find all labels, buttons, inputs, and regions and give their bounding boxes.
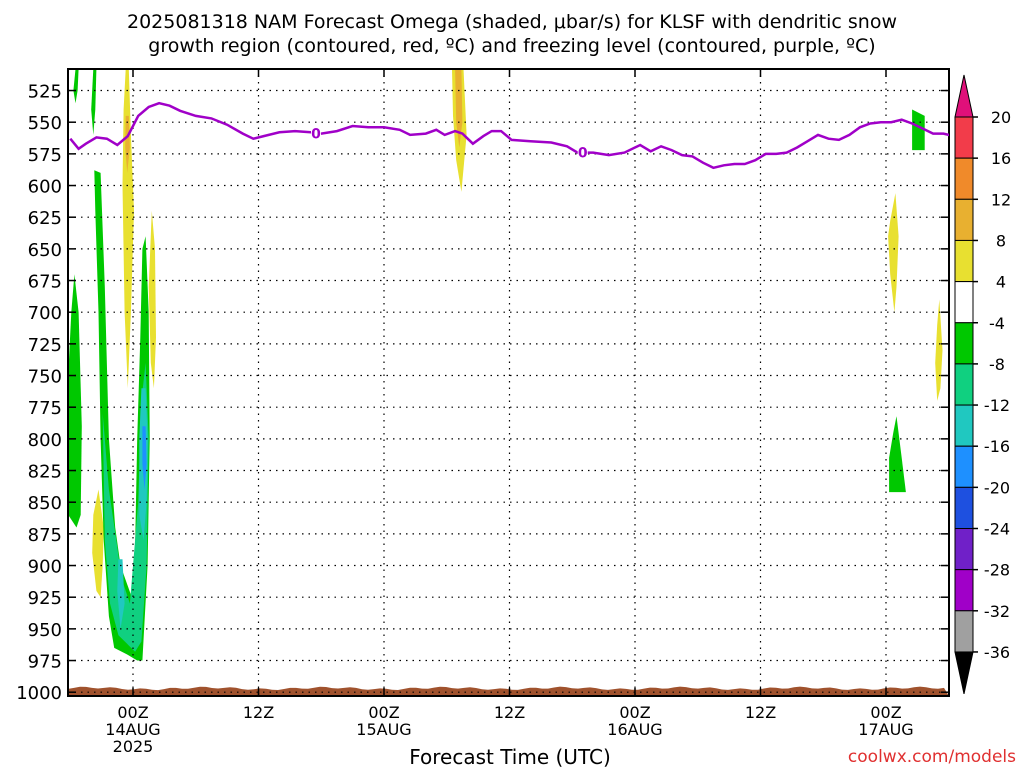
y-tick-label: 975 bbox=[28, 652, 62, 673]
omega-region-11 bbox=[148, 210, 156, 389]
colorbar-bin bbox=[954, 569, 974, 612]
x-tick-label: 17AUG bbox=[858, 720, 913, 739]
x-tick-label: 00Z bbox=[619, 703, 650, 722]
colorbar-label: -24 bbox=[984, 520, 1010, 539]
y-tick-label: 900 bbox=[28, 557, 62, 578]
y-tick-label: 800 bbox=[28, 430, 62, 451]
chart-title-line-2: growth region (contoured, red, ºC) and f… bbox=[148, 35, 875, 57]
y-tick-label: 575 bbox=[28, 145, 62, 166]
y-tick-label: 625 bbox=[28, 208, 62, 229]
colorbar-bin bbox=[954, 363, 974, 406]
omega-region-10 bbox=[125, 115, 130, 173]
chart-title-line-1: 2025081318 NAM Forecast Omega (shaded, μ… bbox=[127, 11, 897, 33]
omega-region-16 bbox=[935, 299, 943, 401]
x-tick-label: 00Z bbox=[117, 703, 148, 722]
x-tick-label: 12Z bbox=[243, 703, 274, 722]
colorbar-bin bbox=[954, 528, 974, 571]
colorbar-label: 4 bbox=[996, 273, 1006, 292]
colorbar-bin bbox=[954, 281, 974, 324]
omega-region-17 bbox=[889, 416, 906, 493]
omega-region-7 bbox=[117, 559, 125, 629]
x-axis-label: Forecast Time (UTC) bbox=[409, 745, 611, 768]
omega-region-13 bbox=[455, 69, 463, 148]
colorbar-bin bbox=[954, 322, 974, 365]
y-tick-label: 600 bbox=[28, 177, 62, 198]
colorbar-label: -32 bbox=[984, 602, 1010, 621]
colorbar-bin bbox=[954, 486, 974, 530]
omega-region-1 bbox=[91, 69, 97, 135]
grid-lines bbox=[68, 69, 949, 696]
watermark: coolwx.com/models bbox=[848, 747, 1016, 767]
colorbar: 20 16 12 8 4 -4 -8 -12 -16 -20 -24 -28 -32 -36 bbox=[954, 74, 1011, 695]
colorbar-label: 12 bbox=[991, 190, 1011, 209]
colorbar-bin bbox=[954, 239, 974, 283]
x-tick-label: 00Z bbox=[368, 703, 399, 722]
colorbar-bin bbox=[954, 610, 974, 653]
surface-band bbox=[68, 686, 949, 696]
y-tick-label: 925 bbox=[28, 588, 62, 609]
colorbar-label: -20 bbox=[984, 478, 1010, 497]
y-tick-label: 650 bbox=[28, 240, 62, 261]
freezing-level-label-bg bbox=[577, 144, 588, 159]
freezing-level-layer: 00 bbox=[69, 101, 949, 170]
y-tick-label: 1000 bbox=[16, 683, 62, 704]
omega-region-2 bbox=[68, 274, 82, 528]
omega-region-15 bbox=[888, 193, 899, 313]
omega-shading bbox=[68, 69, 949, 696]
x-tick-label: 16AUG bbox=[607, 720, 662, 739]
colorbar-label: 20 bbox=[991, 108, 1011, 127]
colorbar-label: 16 bbox=[991, 149, 1011, 168]
plot-area bbox=[67, 68, 950, 697]
colorbar-label: -16 bbox=[984, 437, 1010, 456]
freezing-level-label: 0 bbox=[311, 127, 321, 143]
colorbar-bin bbox=[954, 198, 974, 241]
freezing-level-label: 0 bbox=[578, 146, 588, 162]
x-tick-label: 15AUG bbox=[356, 720, 411, 739]
colorbar-label: 8 bbox=[996, 231, 1006, 250]
y-tick-label: 750 bbox=[28, 367, 62, 388]
omega-region-5 bbox=[102, 362, 149, 652]
plot-frame bbox=[67, 68, 950, 697]
colorbar-bottom-arrow bbox=[954, 651, 974, 695]
y-tick-label: 725 bbox=[28, 335, 62, 356]
colorbar-top-arrow bbox=[954, 74, 974, 118]
y-tick-label: 825 bbox=[28, 462, 62, 483]
colorbar-label: -4 bbox=[989, 314, 1005, 333]
colorbar-label: -36 bbox=[984, 643, 1010, 662]
omega-region-3 bbox=[92, 489, 104, 598]
x-tick-label: 12Z bbox=[745, 703, 776, 722]
colorbar-bin bbox=[954, 445, 974, 488]
colorbar-label: -28 bbox=[984, 561, 1010, 580]
y-axis: 525 550 575 600 625 650 675 700 725 750 775 800 825 8… bbox=[16, 82, 949, 704]
y-tick-label: 775 bbox=[28, 398, 62, 419]
x-tick-label: 12Z bbox=[494, 703, 525, 722]
colorbar-bin bbox=[954, 116, 974, 159]
x-tick-label: 00Z bbox=[870, 703, 901, 722]
x-tick-label: 2025 bbox=[113, 737, 154, 756]
x-tick-label: 14AUG bbox=[105, 720, 160, 739]
y-tick-label: 675 bbox=[28, 272, 62, 293]
y-tick-label: 950 bbox=[28, 620, 62, 641]
freezing-level-label-bg bbox=[311, 125, 322, 140]
freezing-level-group: 00 bbox=[69, 101, 949, 170]
y-tick-label: 875 bbox=[28, 525, 62, 546]
omega-region-14 bbox=[912, 109, 925, 151]
y-tick-label: 700 bbox=[28, 303, 62, 324]
colorbar-label: -8 bbox=[989, 355, 1005, 374]
colorbar-label: -12 bbox=[984, 396, 1010, 415]
colorbar-bin bbox=[954, 157, 974, 200]
omega-region-0 bbox=[73, 69, 79, 104]
colorbar-bin bbox=[954, 404, 974, 447]
y-tick-label: 850 bbox=[28, 493, 62, 514]
freezing-level-line bbox=[69, 101, 949, 170]
omega-region-8 bbox=[142, 426, 147, 490]
y-tick-label: 550 bbox=[28, 113, 62, 134]
y-tick-label: 525 bbox=[28, 82, 62, 103]
